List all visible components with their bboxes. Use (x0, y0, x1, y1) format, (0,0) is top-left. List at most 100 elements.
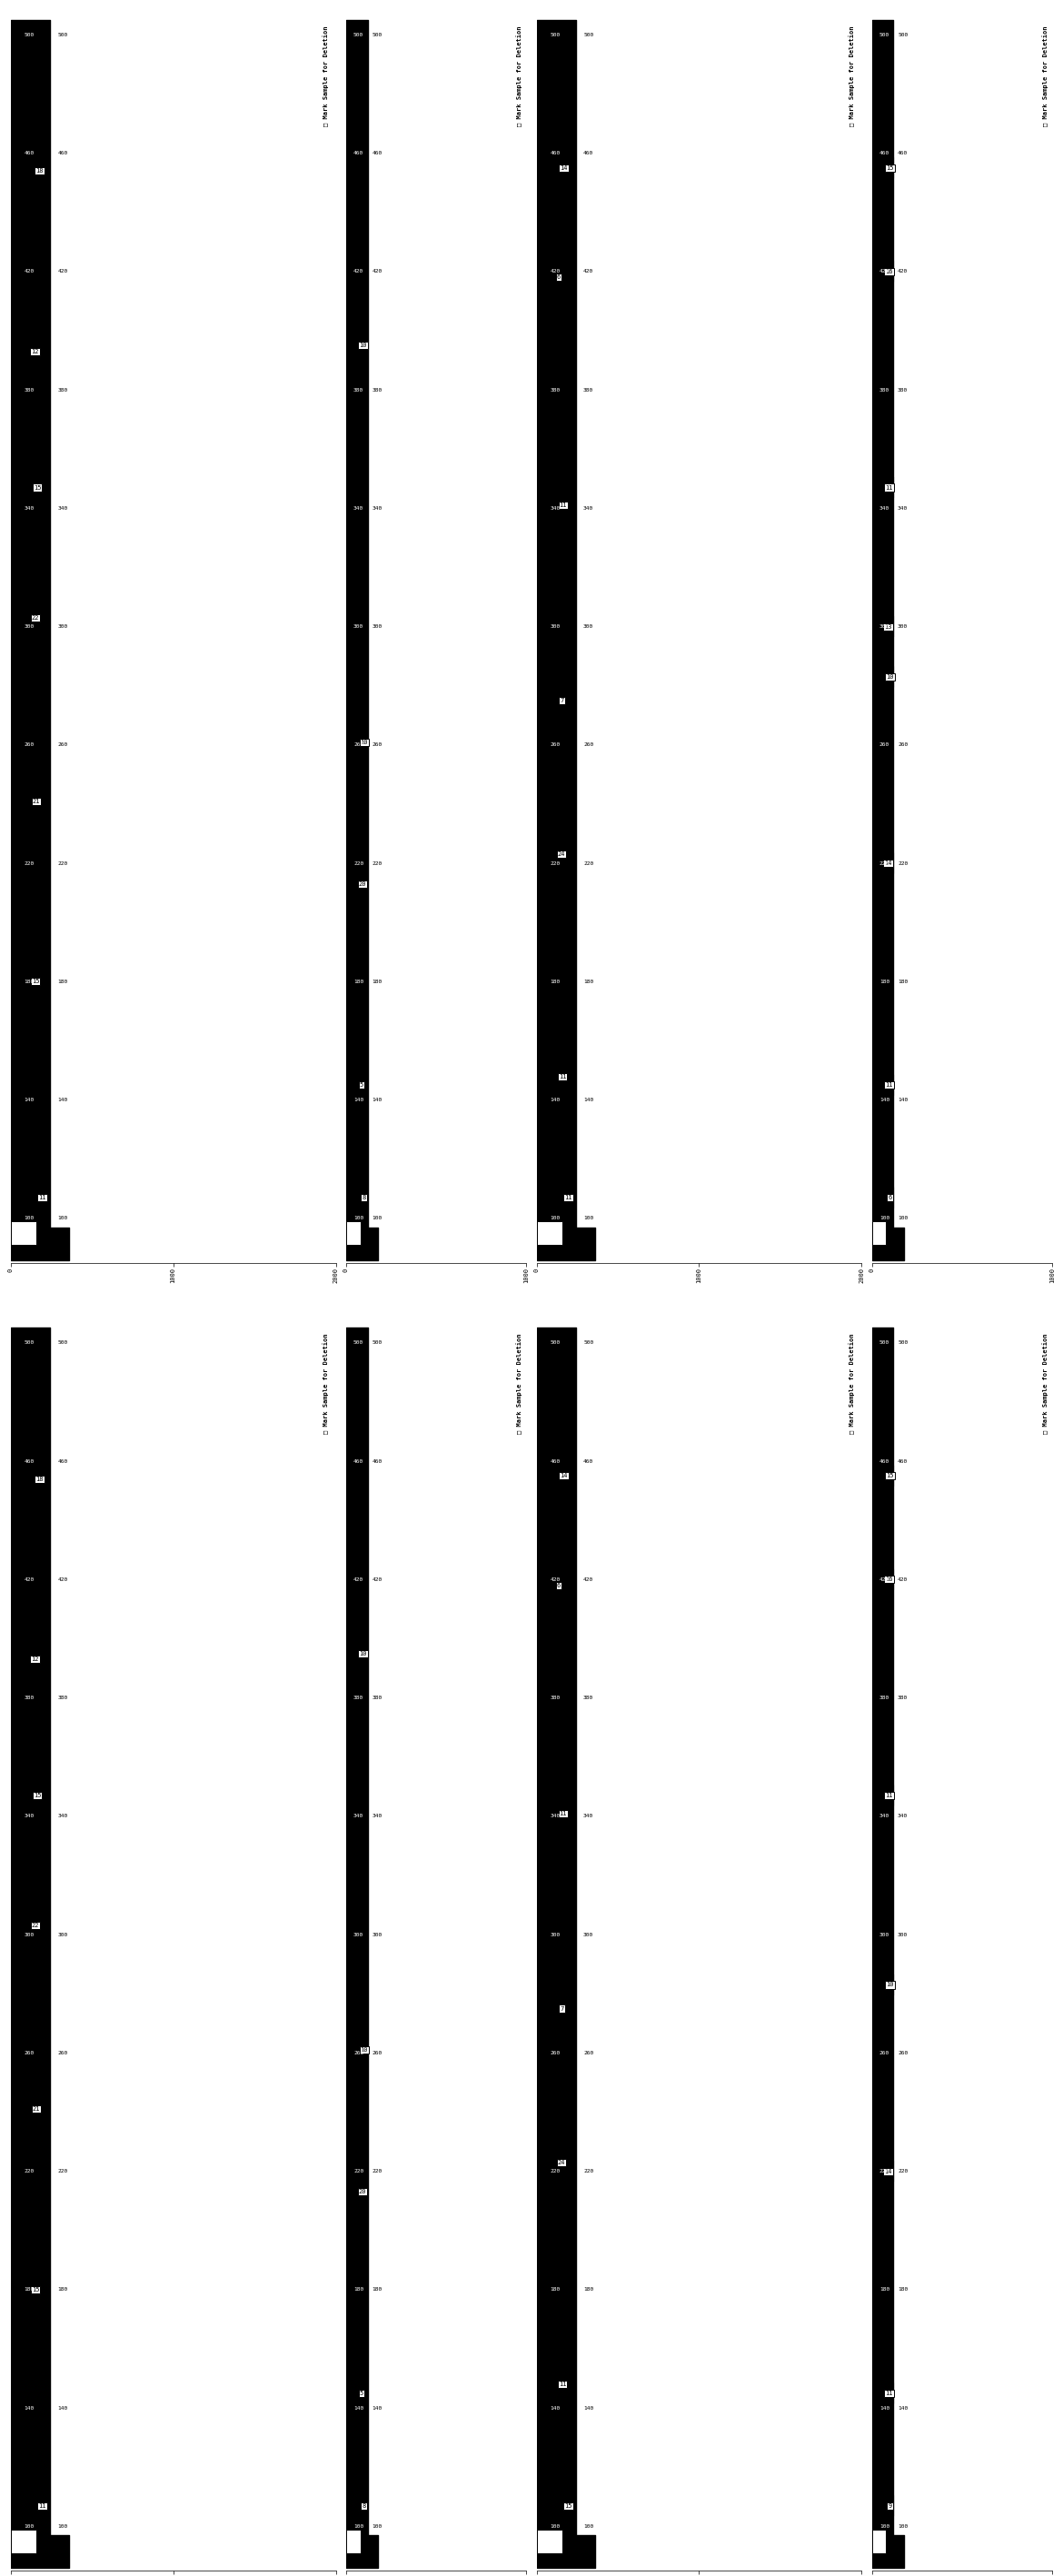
Text: □ Mark Sample for Deletion: □ Mark Sample for Deletion (517, 26, 523, 126)
Polygon shape (30, 160, 50, 180)
Text: 10: 10 (887, 675, 894, 680)
Text: 100: 100 (24, 2524, 34, 2530)
Text: 420: 420 (584, 1577, 593, 1582)
Text: 380: 380 (372, 386, 382, 392)
Text: 180: 180 (24, 2287, 34, 2293)
Polygon shape (357, 2040, 368, 2061)
Text: 460: 460 (879, 152, 890, 155)
Text: 140: 140 (24, 2406, 34, 2411)
Text: 420: 420 (372, 1577, 382, 1582)
Polygon shape (358, 1188, 368, 1208)
Text: 340: 340 (57, 505, 68, 510)
Text: 500: 500 (879, 1340, 890, 1345)
Polygon shape (882, 1976, 893, 1996)
Text: 260: 260 (551, 742, 560, 747)
Text: 500: 500 (898, 1340, 908, 1345)
Text: 15: 15 (887, 165, 894, 170)
Text: 11: 11 (559, 502, 567, 507)
Text: 300: 300 (57, 1932, 68, 1937)
Text: 340: 340 (898, 1814, 908, 1819)
Text: 300: 300 (551, 623, 560, 629)
Text: 300: 300 (57, 623, 68, 629)
Polygon shape (553, 495, 575, 515)
Text: 260: 260 (57, 742, 68, 747)
Text: 340: 340 (551, 1814, 560, 1819)
Text: 500: 500 (57, 1340, 68, 1345)
Text: 500: 500 (898, 33, 908, 36)
Text: 380: 380 (551, 1695, 560, 1700)
Polygon shape (357, 732, 368, 752)
Text: 340: 340 (879, 505, 890, 510)
Text: 260: 260 (24, 2050, 34, 2056)
Text: 380: 380 (898, 1695, 908, 1700)
Polygon shape (553, 1803, 575, 1824)
Polygon shape (358, 2496, 368, 2517)
Text: 220: 220 (584, 2169, 593, 2174)
Bar (537, 1221, 562, 1244)
Polygon shape (32, 2496, 50, 2517)
Text: 460: 460 (898, 1458, 908, 1463)
Polygon shape (881, 2161, 893, 2182)
Polygon shape (26, 2280, 50, 2300)
Text: 460: 460 (24, 1458, 34, 1463)
Bar (11, 2530, 36, 2553)
Text: 10: 10 (360, 2048, 368, 2053)
Polygon shape (558, 2496, 575, 2517)
Text: 180: 180 (584, 2287, 593, 2293)
Text: 220: 220 (584, 860, 593, 866)
Text: 500: 500 (551, 33, 560, 36)
Polygon shape (881, 1569, 893, 1589)
Text: 260: 260 (353, 2050, 364, 2056)
Text: 460: 460 (372, 152, 382, 155)
Text: 100: 100 (24, 1216, 34, 1221)
Text: 460: 460 (57, 1458, 68, 1463)
Text: 300: 300 (584, 623, 593, 629)
Text: 11: 11 (558, 1074, 567, 1079)
Polygon shape (27, 791, 50, 811)
Text: 220: 220 (551, 2169, 560, 2174)
Polygon shape (551, 268, 575, 289)
Text: 340: 340 (24, 505, 34, 510)
Text: 140: 140 (551, 1097, 560, 1103)
Text: 340: 340 (551, 505, 560, 510)
Text: 460: 460 (584, 1458, 593, 1463)
Text: 100: 100 (584, 2524, 593, 2530)
Text: 380: 380 (57, 1695, 68, 1700)
Text: 11: 11 (38, 2504, 46, 2509)
Polygon shape (355, 1643, 368, 1664)
Polygon shape (554, 1999, 575, 2020)
Text: □ Mark Sample for Deletion: □ Mark Sample for Deletion (323, 1334, 330, 1435)
Text: 11: 11 (885, 484, 893, 489)
Text: 14: 14 (884, 2169, 892, 2174)
Text: 100: 100 (372, 2524, 382, 2530)
Text: 7: 7 (560, 698, 564, 703)
Polygon shape (884, 2496, 893, 2517)
Text: □ Mark Sample for Deletion: □ Mark Sample for Deletion (1043, 26, 1049, 126)
Text: 140: 140 (372, 1097, 382, 1103)
Text: 220: 220 (24, 2169, 34, 2174)
Text: 420: 420 (24, 270, 34, 273)
Text: 10: 10 (887, 1981, 894, 1989)
Text: 20: 20 (358, 881, 366, 886)
Polygon shape (558, 1188, 575, 1208)
Bar (872, 1221, 887, 1244)
Text: 420: 420 (57, 1577, 68, 1582)
Text: 460: 460 (898, 152, 908, 155)
Polygon shape (24, 340, 50, 361)
Text: 100: 100 (372, 1216, 382, 1221)
Polygon shape (554, 690, 575, 711)
Text: □ Mark Sample for Deletion: □ Mark Sample for Deletion (323, 26, 330, 126)
Text: 300: 300 (584, 1932, 593, 1937)
Text: 180: 180 (57, 2287, 68, 2293)
Text: 100: 100 (551, 1216, 560, 1221)
Text: 6: 6 (557, 276, 561, 281)
Polygon shape (551, 1574, 575, 1595)
Polygon shape (882, 667, 893, 688)
Text: 420: 420 (57, 270, 68, 273)
Text: 300: 300 (24, 1932, 34, 1937)
Text: 10: 10 (359, 343, 367, 348)
Text: 260: 260 (551, 2050, 560, 2056)
Text: 140: 140 (57, 2406, 68, 2411)
Text: 300: 300 (24, 623, 34, 629)
Text: 100: 100 (353, 1216, 364, 1221)
